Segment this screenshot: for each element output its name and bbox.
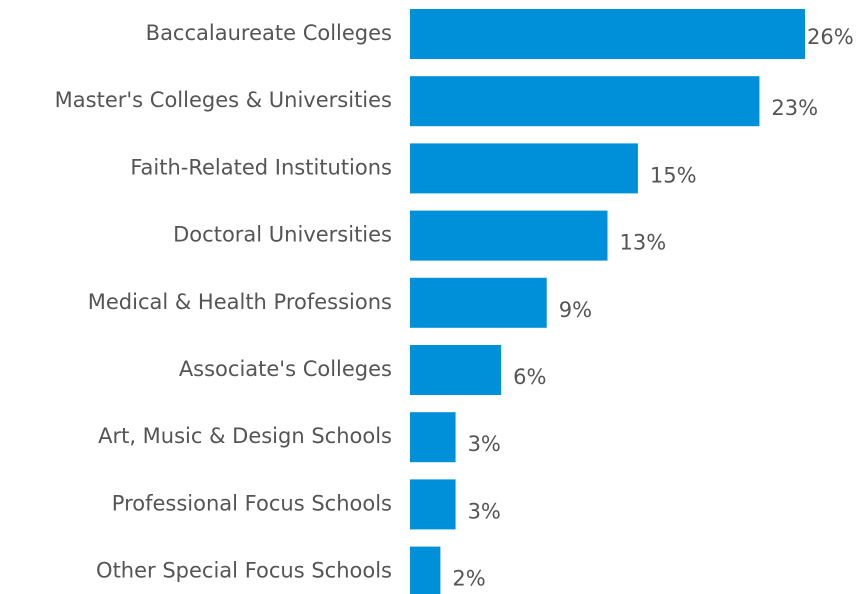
bar — [410, 9, 805, 59]
category-label: Doctoral Universities — [173, 223, 392, 247]
category-label: Medical & Health Professions — [88, 290, 392, 314]
category-label: Faith-Related Institutions — [130, 155, 392, 179]
value-label: 26% — [807, 25, 854, 49]
bar — [410, 210, 608, 261]
bar — [410, 345, 502, 395]
category-label: Associate's Colleges — [179, 357, 392, 381]
category-label: Professional Focus Schools — [112, 491, 392, 515]
bar — [410, 546, 441, 594]
bar — [410, 277, 547, 328]
bar — [410, 412, 456, 463]
bar — [410, 76, 760, 127]
value-label: 15% — [650, 163, 697, 187]
category-label: Art, Music & Design Schools — [98, 424, 392, 448]
category-label: Other Special Focus Schools — [96, 559, 392, 583]
value-label: 13% — [620, 231, 667, 255]
bar — [410, 143, 638, 194]
bar — [410, 479, 456, 530]
value-label: 23% — [771, 96, 818, 120]
value-label: 9% — [559, 298, 592, 322]
category-label: Master's Colleges & Universities — [55, 88, 392, 112]
category-label: Baccalaureate Colleges — [146, 21, 392, 45]
value-label: 3% — [468, 432, 501, 456]
value-label: 2% — [452, 567, 485, 591]
value-label: 6% — [513, 365, 546, 389]
value-label: 3% — [468, 499, 501, 523]
